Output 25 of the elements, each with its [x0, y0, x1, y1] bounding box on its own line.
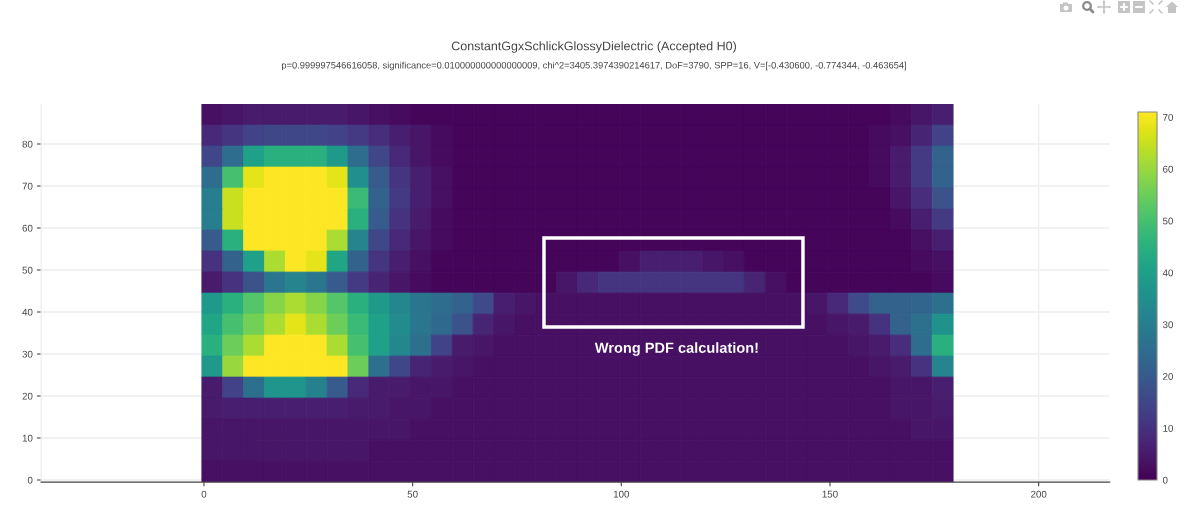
y-tick-label: 60	[22, 224, 33, 232]
x-tick-label: 200	[1031, 490, 1047, 498]
annotation: Wrong PDF calculation!	[594, 342, 758, 356]
chart-title: ConstantGgxSchlickGlossyDielectric (Accepted H0)	[451, 41, 736, 53]
color-bar-label: 20	[1163, 373, 1173, 380]
color-bar-label: 40	[1162, 269, 1173, 277]
color-bar-label: 30	[1162, 321, 1173, 329]
color-bar-label: 70	[1163, 113, 1173, 121]
y-tick-label: 30	[22, 350, 33, 358]
y-tick-label: 10	[22, 434, 33, 442]
color-bar-label: 0	[1162, 476, 1168, 484]
color-bar-label: 50	[1162, 217, 1173, 225]
y-tick-label: 80	[22, 140, 33, 148]
chart-subtitle: p=0.999997546616058, significance=0.010000000000000009, chi^2=3405.3974390214617, DoF=3790, SPP=16, V=[-0.430600, -0.774344, -0.463654]	[281, 61, 906, 71]
y-tick-label: 70	[22, 182, 33, 190]
y-tick-label: 40	[22, 308, 33, 316]
x-tick-label: 100	[613, 490, 630, 498]
x-tick-label: 150	[822, 490, 838, 498]
y-tick-label: 20	[22, 392, 33, 400]
y-tick-label: 0	[27, 476, 33, 484]
x-tick-label: 0	[201, 490, 207, 498]
x-tick-label: 50	[407, 490, 418, 498]
y-tick-label: 50	[22, 266, 33, 274]
color-bar-label: 60	[1163, 165, 1173, 173]
color-bar-label: 10	[1163, 424, 1173, 432]
